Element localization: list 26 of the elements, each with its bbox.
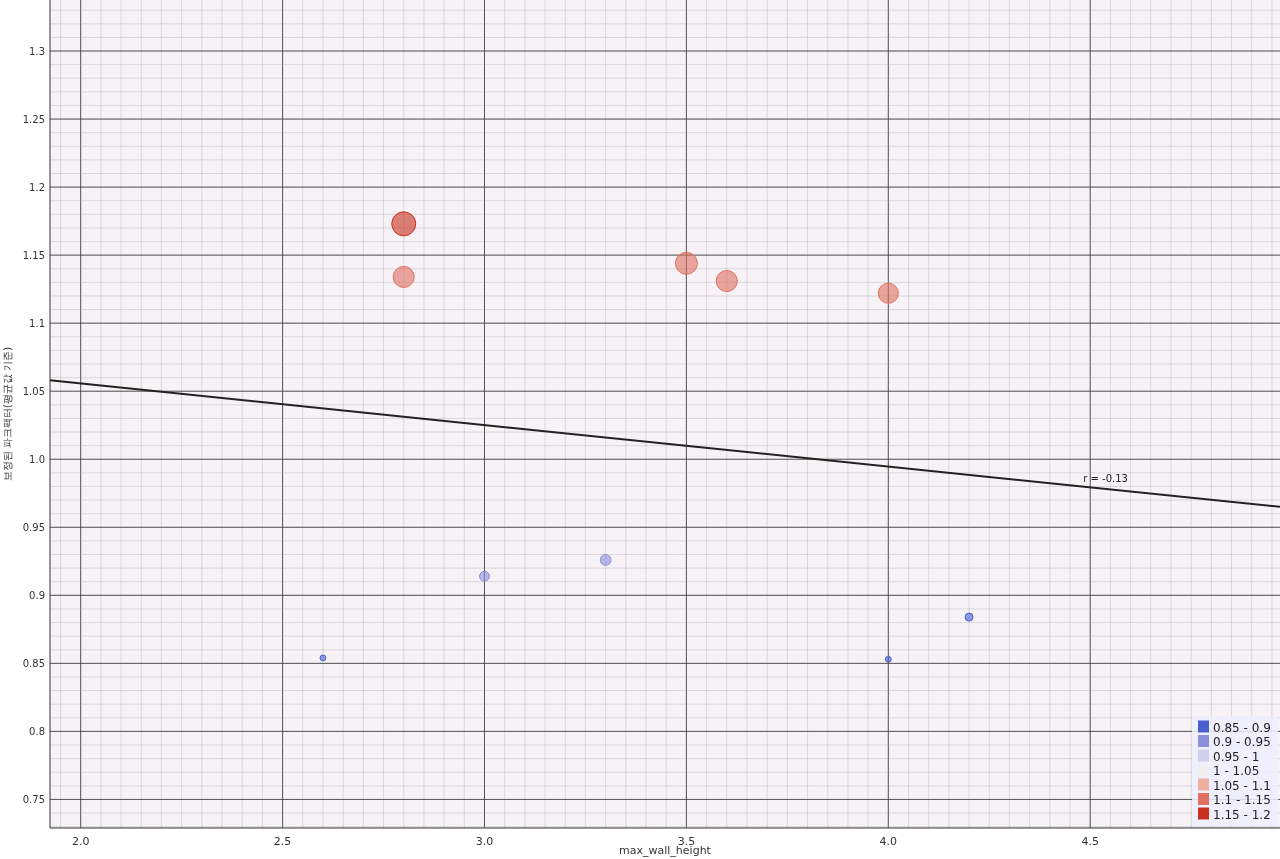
x-tick-label: 2.5: [273, 835, 292, 848]
x-tick-label: 4.5: [1081, 835, 1099, 848]
y-tick-label: 0.75: [22, 794, 45, 806]
legend-label: 1.1 - 1.15: [1213, 793, 1271, 807]
y-axis-title: 보정된 파크팩터(평균값 기준): [2, 346, 13, 482]
legend-label: 1.05 - 1.1: [1213, 778, 1271, 793]
y-tick-label: 1.0: [29, 454, 45, 466]
x-tick-label: 4.0: [879, 835, 898, 848]
x-tick-label: 2.0: [71, 835, 90, 848]
x-tick-label: 3.0: [475, 835, 494, 848]
y-tick-label: 0.9: [29, 590, 45, 602]
y-tick-label: 1.1: [29, 318, 45, 330]
legend-label: 1 - 1.05: [1213, 764, 1260, 778]
legend-label: 0.85 - 0.9: [1213, 720, 1271, 735]
legend-label: 1.15 - 1.2: [1213, 807, 1271, 822]
y-tick-label: 0.95: [22, 522, 45, 534]
y-tick-label: 1.25: [22, 114, 45, 126]
y-tick-label: 1.2: [29, 182, 45, 194]
y-tick-label: 0.85: [22, 658, 45, 670]
legend-label: 0.9 - 0.95: [1213, 735, 1271, 749]
y-tick-label: 0.8: [29, 726, 45, 738]
legend-label: 0.95 - 1: [1213, 749, 1260, 764]
annotation: r = -0.13: [1083, 472, 1128, 484]
y-tick-label: 1.05: [22, 386, 45, 398]
y-tick-label: 1.3: [29, 46, 45, 58]
y-tick-label: 1.15: [22, 250, 45, 262]
